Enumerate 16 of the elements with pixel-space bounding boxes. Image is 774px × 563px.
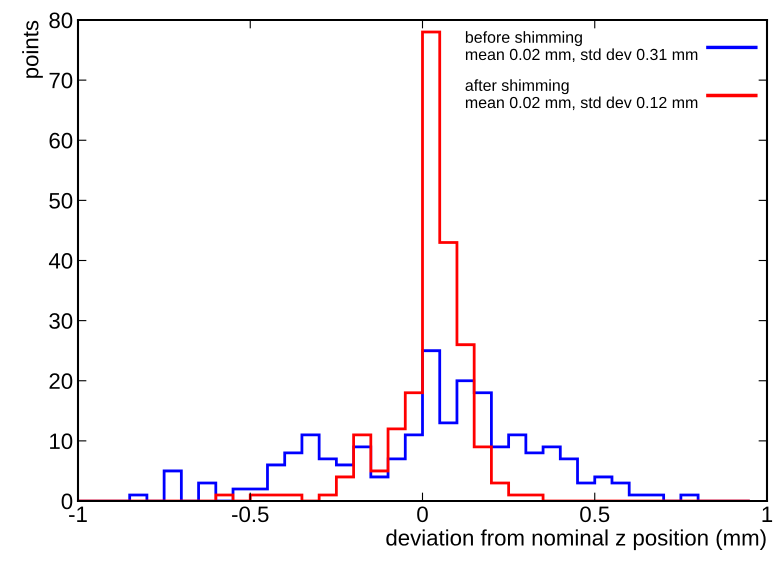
y-tick-label: 50	[49, 192, 72, 209]
x-tick-label: 0.5	[580, 506, 610, 522]
y-tick-label: 80	[49, 12, 72, 28]
y-tick-label: 70	[50, 72, 72, 88]
y-tick-label: 10	[50, 433, 72, 450]
x-axis-title: deviation from nominal z position (mm)	[386, 529, 766, 550]
y-tick-label: 20	[50, 373, 72, 390]
legend-label: after shimming mean 0.02 mm, std dev 0.12 mm	[466, 79, 698, 110]
x-tick-label: 0	[417, 506, 428, 522]
y-tick-label: 40	[48, 253, 72, 269]
x-tick-label: -0.5	[232, 506, 268, 522]
x-tick-label: 1	[762, 506, 772, 522]
y-tick-label: 60	[50, 132, 72, 149]
legend-label: before shimming mean 0.02 mm, std dev 0.31 mm	[466, 31, 698, 62]
y-tick-label: 30	[49, 313, 72, 329]
y-axis-title: points	[22, 20, 43, 78]
